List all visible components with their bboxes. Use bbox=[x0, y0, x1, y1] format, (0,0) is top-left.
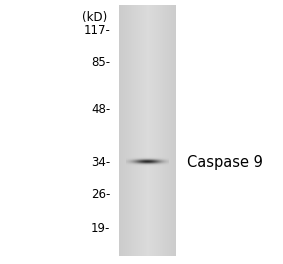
Text: Caspase 9: Caspase 9 bbox=[187, 155, 263, 170]
Text: 19-: 19- bbox=[91, 222, 110, 235]
Text: 26-: 26- bbox=[91, 187, 110, 201]
Text: 85-: 85- bbox=[91, 55, 110, 69]
Text: (kD): (kD) bbox=[82, 11, 108, 23]
Text: 117-: 117- bbox=[83, 24, 110, 37]
Text: 48-: 48- bbox=[91, 103, 110, 116]
Text: 34-: 34- bbox=[91, 156, 110, 169]
